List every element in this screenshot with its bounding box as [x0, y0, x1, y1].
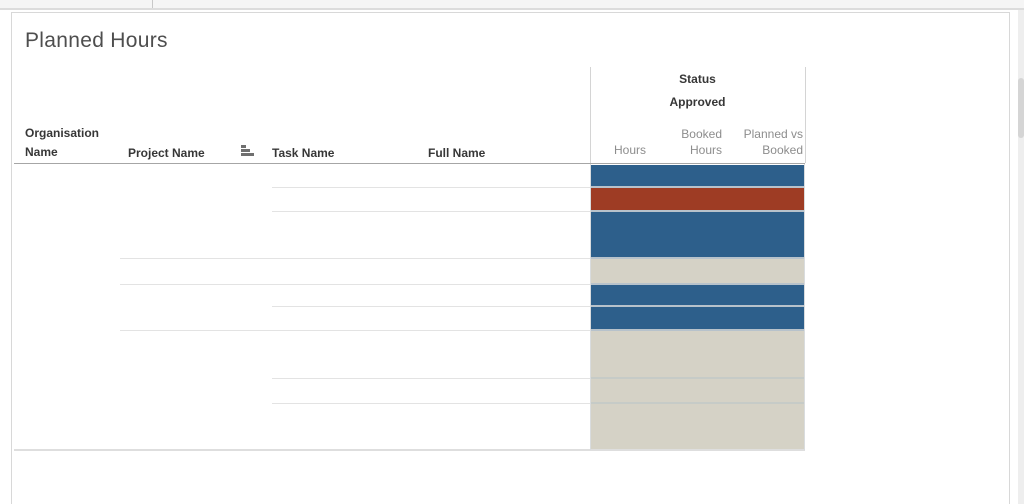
- status-cell-blue[interactable]: [591, 285, 804, 305]
- row-separator-task: [272, 378, 590, 379]
- page-title: Planned Hours: [25, 29, 168, 52]
- band-separator: [591, 377, 804, 379]
- status-cell-blue[interactable]: [591, 212, 804, 257]
- row-separator-task: [272, 403, 590, 404]
- band-separator: [591, 210, 804, 212]
- column-header-organisation-name[interactable]: Organisation Name: [25, 126, 100, 159]
- status-cell-beige[interactable]: [591, 404, 804, 449]
- sort-icon-bar: [241, 153, 254, 156]
- band-separator: [591, 283, 804, 285]
- status-band-column: [590, 164, 805, 450]
- measure-section-right-border: [805, 67, 806, 163]
- column-header-full-name[interactable]: Full Name: [428, 146, 486, 160]
- row-separator-task: [272, 306, 590, 307]
- status-cell-beige[interactable]: [591, 259, 804, 283]
- row-separator-project: [120, 330, 590, 331]
- band-separator: [591, 402, 804, 404]
- row-separator-task: [272, 187, 590, 188]
- column-header-hours[interactable]: Hours: [613, 143, 646, 157]
- vertical-scrollbar-thumb[interactable]: [1018, 78, 1024, 138]
- column-header-booked-hours[interactable]: Booked Hours: [681, 127, 722, 157]
- column-header-planned-vs-booked[interactable]: Planned vs Booked: [743, 127, 803, 157]
- band-separator: [591, 186, 804, 188]
- row-separator-task: [272, 211, 590, 212]
- top-tab-strip: [0, 0, 1024, 10]
- status-group-value[interactable]: Approved: [669, 95, 726, 109]
- status-group-header[interactable]: Status: [679, 72, 716, 86]
- row-separator-org: [14, 449, 805, 451]
- status-cell-red[interactable]: [591, 188, 804, 210]
- header-underline: [14, 163, 805, 164]
- status-cell-blue[interactable]: [591, 165, 804, 186]
- status-cell-blue[interactable]: [591, 307, 804, 329]
- measure-section-left-border: [590, 67, 591, 163]
- row-separator-project: [120, 284, 590, 285]
- band-separator: [591, 257, 804, 259]
- vertical-scrollbar-track[interactable]: [1018, 10, 1024, 504]
- tab-divider: [152, 0, 153, 8]
- column-header-task-name[interactable]: Task Name: [272, 146, 335, 160]
- sort-descending-icon[interactable]: [240, 144, 254, 157]
- band-separator: [591, 305, 804, 307]
- status-cell-beige[interactable]: [591, 379, 804, 402]
- sort-icon-bar: [241, 145, 246, 148]
- row-separator-project: [120, 258, 590, 259]
- band-separator: [591, 329, 804, 331]
- column-header-project-name[interactable]: Project Name: [128, 146, 205, 160]
- sort-icon-bar: [241, 149, 250, 152]
- status-cell-beige[interactable]: [591, 331, 804, 377]
